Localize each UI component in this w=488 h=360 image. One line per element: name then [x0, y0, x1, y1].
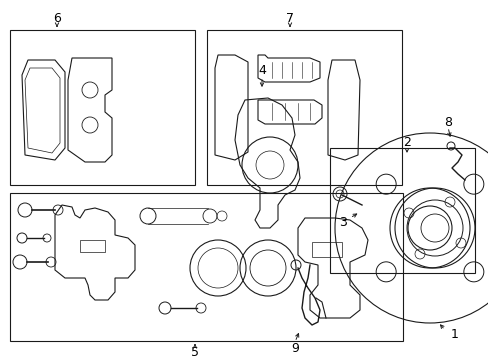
- Bar: [329, 148, 474, 273]
- Bar: [311, 242, 341, 257]
- Bar: [206, 30, 401, 185]
- Bar: [10, 30, 195, 185]
- Text: 7: 7: [285, 12, 293, 24]
- Text: 3: 3: [338, 216, 346, 229]
- Text: 2: 2: [402, 136, 410, 149]
- Text: 4: 4: [258, 63, 265, 77]
- Text: 6: 6: [53, 12, 61, 24]
- Text: 9: 9: [290, 342, 298, 355]
- Text: 1: 1: [450, 328, 458, 342]
- Bar: [10, 193, 402, 341]
- Text: 5: 5: [191, 346, 199, 360]
- Bar: [80, 240, 105, 252]
- Text: 8: 8: [443, 116, 451, 129]
